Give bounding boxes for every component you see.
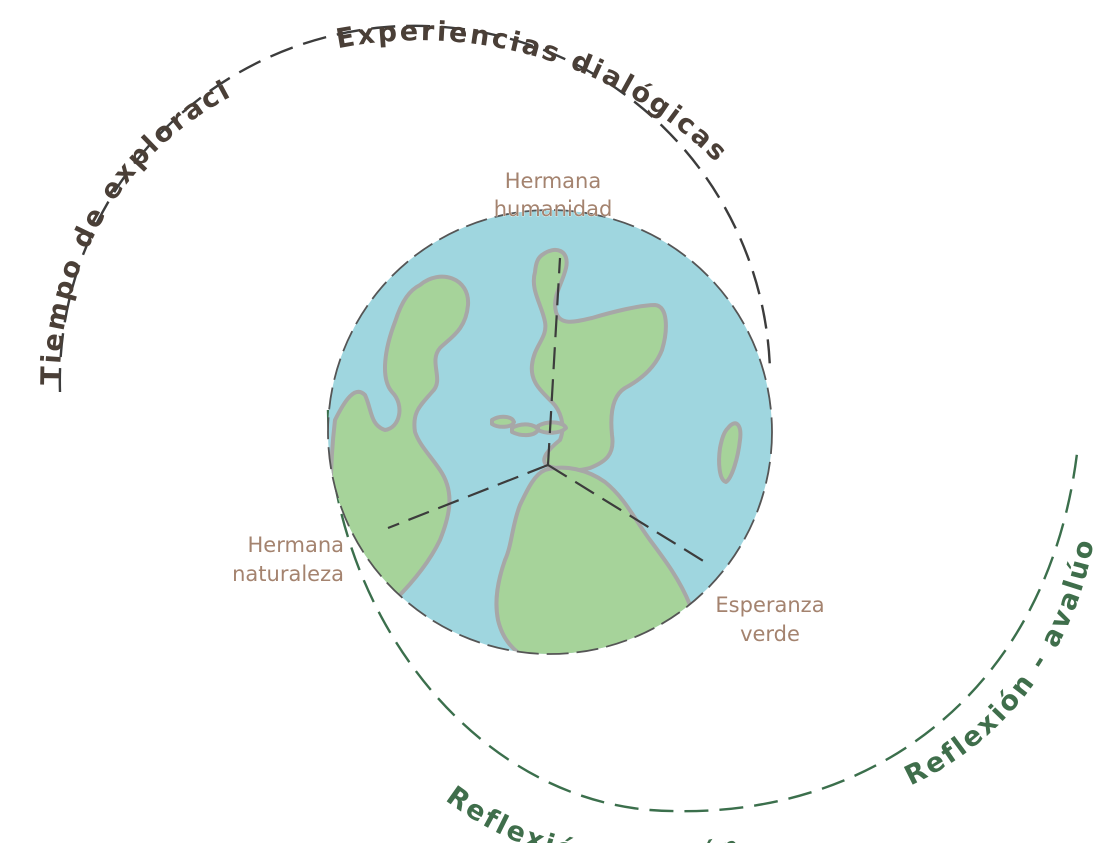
- svg-text:naturaleza: naturaleza: [232, 562, 344, 586]
- node-label-naturaleza: Hermana naturaleza: [232, 533, 344, 587]
- land-island-1: [490, 414, 516, 429]
- outer-green-dashed-arc: [326, 409, 1080, 813]
- outer-dark-dashed-arc: [58, 24, 772, 393]
- land-island-east: [717, 421, 743, 484]
- svg-text:humanidad: humanidad: [494, 197, 613, 221]
- arc-label-reflexion-avaluo: Reflexión - avalúo: [900, 535, 1101, 792]
- land-island-3: [536, 420, 568, 435]
- svg-text:Hermana: Hermana: [248, 533, 344, 557]
- tripod-line-top: [546, 257, 562, 466]
- arc-label-experiencias: Experiencias dialógicas: [334, 16, 735, 169]
- land-north-continent: [529, 247, 668, 473]
- arc-label-tiempo: Tiempo de exploración: [0, 0, 237, 385]
- svg-text:Esperanza: Esperanza: [715, 593, 824, 617]
- node-label-humanidad: Hermana humanidad: [493, 169, 613, 222]
- globe: [327, 209, 773, 655]
- tripod-line-left: [387, 463, 549, 530]
- svg-text:Hermana: Hermana: [505, 169, 601, 193]
- land-island-2: [510, 422, 540, 438]
- land-south-continent: [494, 465, 694, 654]
- node-label-esperanza: Esperanza verde: [715, 593, 825, 647]
- globe-outline: [327, 209, 773, 655]
- svg-text:verde: verde: [740, 622, 800, 646]
